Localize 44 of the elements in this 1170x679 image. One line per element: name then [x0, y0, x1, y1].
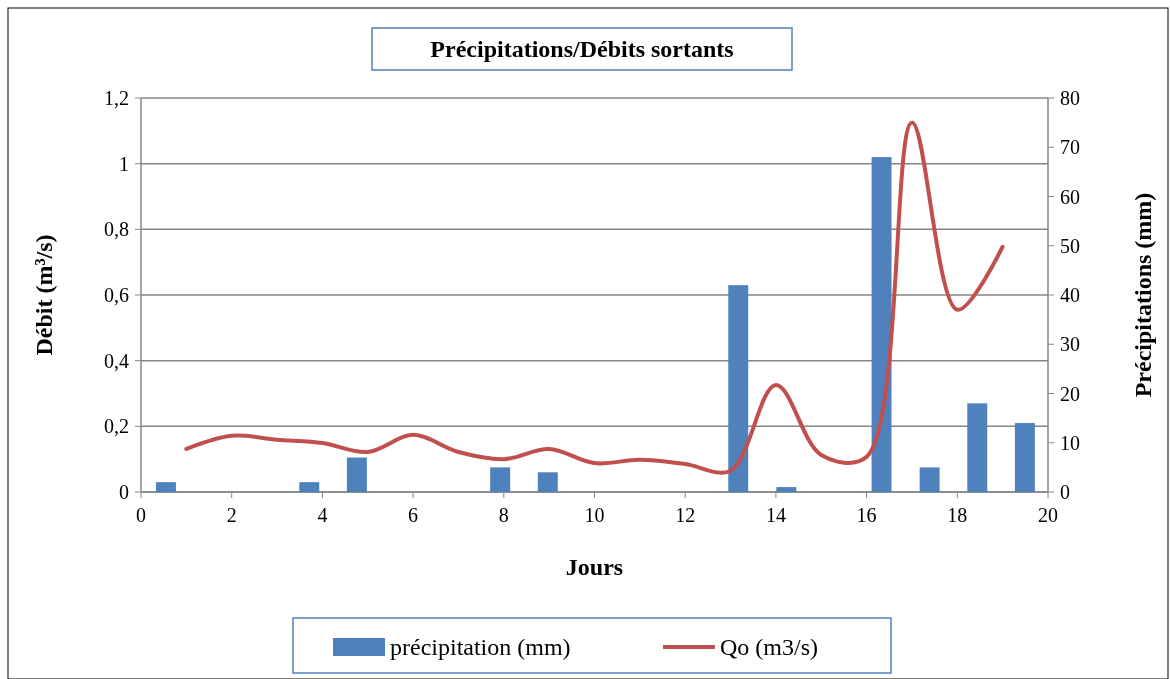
y2-tick-label: 30	[1060, 333, 1080, 356]
x-tick-label: 10	[584, 504, 605, 526]
bar	[871, 157, 892, 492]
y-tick-label: 1	[119, 152, 129, 175]
x-tick-label: 8	[498, 504, 509, 526]
bar	[728, 285, 749, 492]
bar	[299, 482, 320, 492]
y2-tick-label: 20	[1060, 382, 1080, 405]
y-tick-label: 0,2	[104, 415, 129, 438]
x-axis-title: Jours	[565, 554, 624, 581]
x-tick-label: 20	[1038, 504, 1058, 526]
y2-axis-title: Précipitations (mm)	[1130, 192, 1157, 398]
y2-tick-label: 80	[1060, 87, 1080, 109]
y2-tick-label: 60	[1060, 185, 1080, 208]
bar	[537, 472, 558, 492]
y-tick-label: 0	[119, 481, 129, 503]
y-tick-label: 0,8	[104, 218, 129, 241]
y2-tick-label: 40	[1060, 284, 1080, 306]
bar	[1014, 423, 1035, 492]
bar	[155, 482, 176, 492]
x-tick-label: 4	[317, 504, 328, 526]
chart-title: Précipitations/Débits sortants	[430, 36, 734, 63]
bar	[346, 457, 367, 492]
y-tick-label: 0,6	[104, 284, 129, 306]
bar	[919, 467, 940, 492]
y2-tick-label: 70	[1060, 136, 1080, 159]
y-tick-label: 0,4	[104, 349, 129, 372]
legend-label: précipitation (mm)	[390, 634, 571, 661]
x-tick-label: 14	[765, 504, 786, 526]
x-tick-label: 6	[408, 504, 419, 526]
legend-label: Qo (m3/s)	[720, 634, 818, 661]
x-tick-label: 18	[947, 504, 968, 526]
y-axis-title: Débit (m³/s)	[31, 234, 58, 356]
x-tick-label: 0	[136, 504, 146, 526]
bar	[967, 403, 988, 492]
y2-tick-label: 10	[1060, 431, 1080, 454]
x-tick-label: 2	[226, 504, 237, 526]
x-tick-label: 12	[675, 504, 696, 526]
x-tick-label: 16	[856, 504, 877, 526]
y2-tick-label: 50	[1060, 234, 1080, 257]
bar	[776, 487, 797, 492]
y2-tick-label: 0	[1060, 481, 1070, 503]
y-tick-label: 1,2	[104, 87, 129, 109]
bar	[490, 467, 511, 492]
